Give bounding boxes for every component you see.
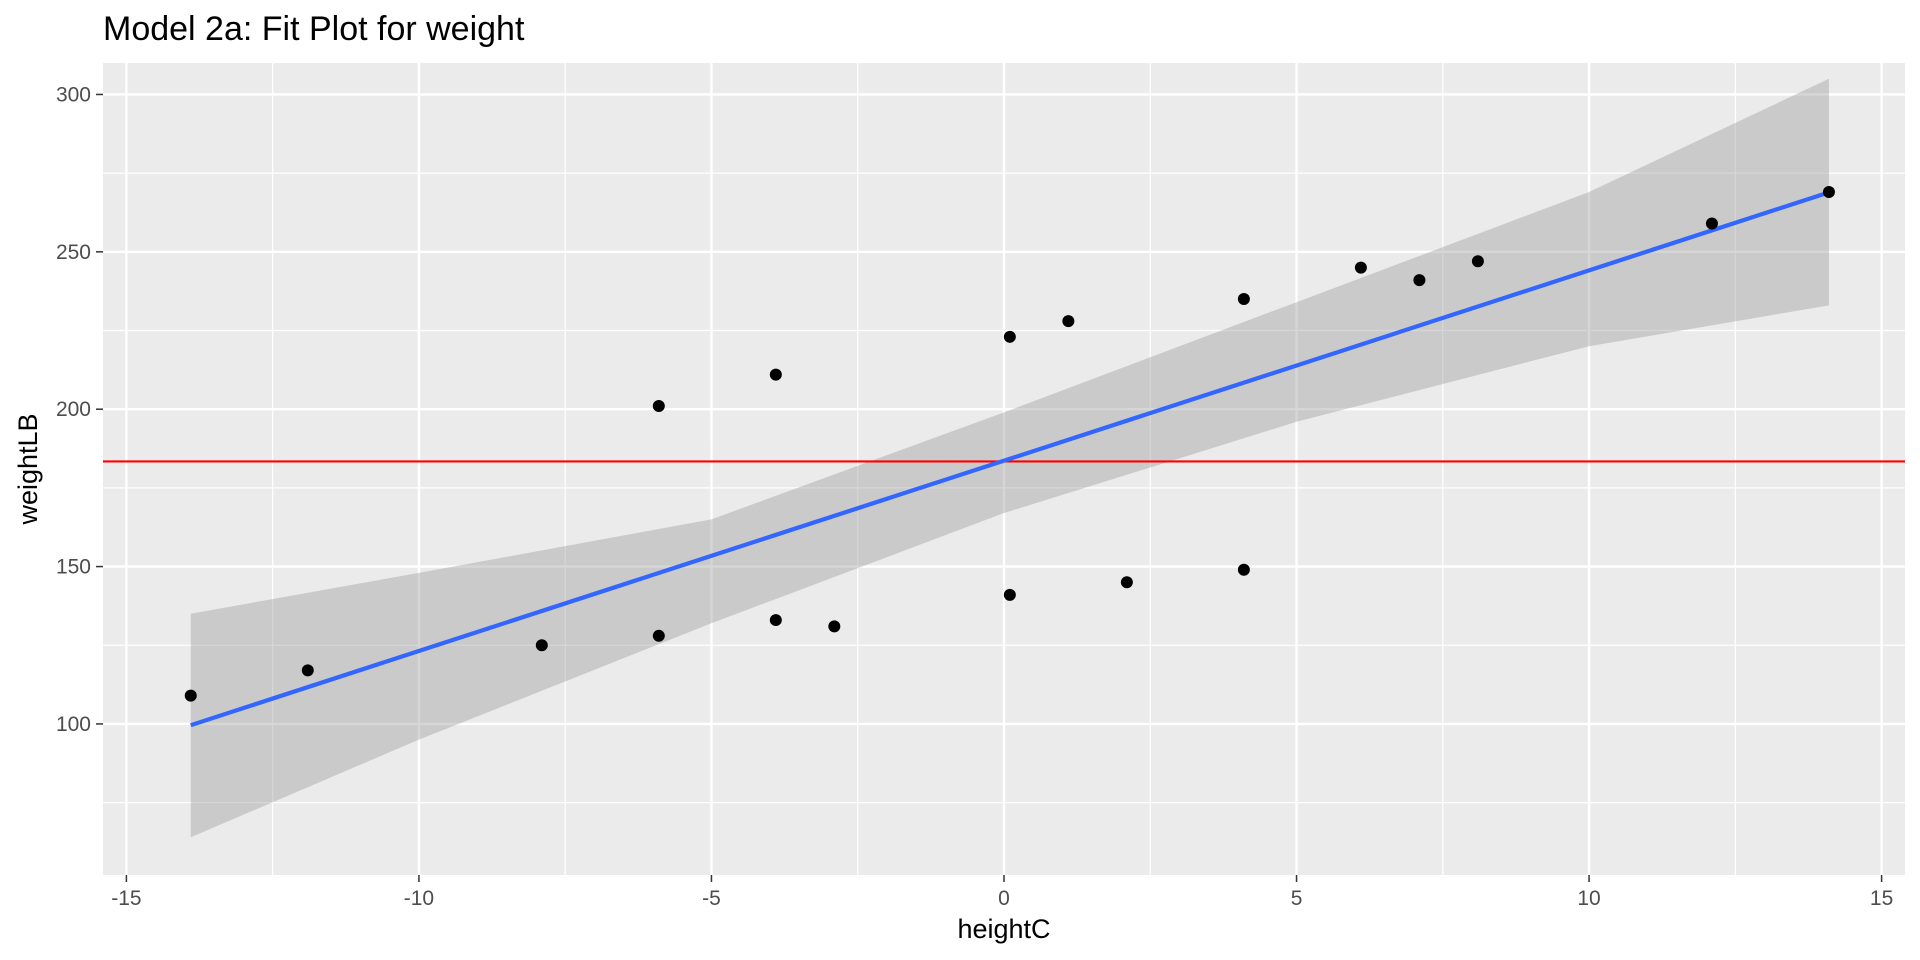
data-point [301,664,314,677]
data-point [1705,217,1718,230]
data-point [1237,293,1250,306]
y-axis-ticks: 100 150 200 250 300 [56,83,103,736]
data-point [769,614,782,627]
x-axis-ticks: -15 -10 -5 0 5 10 15 [111,875,1893,910]
x-tick-label: 0 [998,887,1010,910]
data-point [535,639,548,652]
data-point [1120,576,1133,589]
data-point [1062,315,1075,328]
y-tick-label: 250 [56,241,91,264]
x-tick-label: 10 [1577,887,1600,910]
chart-title: Model 2a: Fit Plot for weight [103,10,525,48]
data-point [828,620,841,633]
data-point [1822,186,1835,199]
y-tick-label: 100 [56,713,91,736]
data-points [184,186,1835,702]
fit-line [190,190,1830,728]
y-tick-label: 200 [56,398,91,421]
x-tick-label: -15 [111,887,141,910]
x-tick-label: -5 [702,887,721,910]
y-tick-label: 150 [56,556,91,579]
grid-major-lines [103,63,1905,875]
data-point [652,400,665,413]
x-axis-title: heightC [957,914,1050,944]
data-point [1413,274,1426,287]
x-tick-label: 15 [1870,887,1893,910]
data-point [1003,588,1016,601]
x-tick-label: -10 [404,887,434,910]
data-point [184,689,197,702]
data-point [1237,563,1250,576]
x-tick-label: 5 [1291,887,1303,910]
y-axis-title: weightLB [13,413,43,525]
y-tick-label: 300 [56,83,91,106]
data-point [1471,255,1484,268]
data-point [1003,330,1016,343]
data-point [652,629,665,642]
data-point [769,368,782,381]
data-point [1354,261,1367,274]
